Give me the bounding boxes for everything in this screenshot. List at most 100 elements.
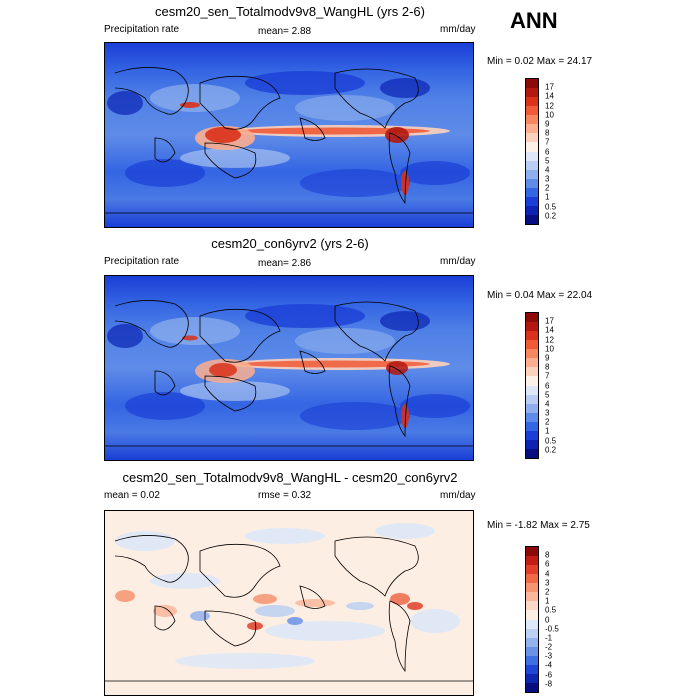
panel-1-tick-label: 17 — [545, 82, 554, 92]
panel-2-colorbar — [525, 312, 539, 459]
panel-3-difference-map — [104, 510, 474, 696]
panel-1-tick-label: 12 — [545, 101, 554, 111]
panel-1-tick-label: 10 — [545, 110, 554, 120]
panel-1-precipitation-map — [104, 42, 474, 228]
panel-3-tick-label: -8 — [545, 679, 553, 689]
colorbar-swatch — [526, 547, 538, 557]
colorbar-swatch — [526, 151, 538, 161]
panel-3-tick-label: -3 — [545, 651, 553, 661]
panel-1-tick-label: 2 — [545, 183, 550, 193]
panel-1-tick-label: 0.5 — [545, 202, 557, 212]
panel-3-colorbar — [525, 546, 539, 693]
colorbar-swatch — [526, 430, 538, 440]
panel-1-tick-label: 8 — [545, 128, 550, 138]
colorbar-swatch — [526, 88, 538, 98]
colorbar-swatch — [526, 673, 538, 683]
colorbar-swatch — [526, 664, 538, 674]
panel-3-tick-label: 8 — [545, 550, 550, 560]
colorbar-swatch — [526, 655, 538, 665]
panel-2-tick-label: 1 — [545, 426, 550, 436]
panel-2-tick-label: 6 — [545, 381, 550, 390]
panel-2-tick-label: 9 — [545, 353, 550, 363]
colorbar-swatch — [526, 313, 538, 323]
colorbar-swatch — [526, 385, 538, 395]
panel-2-tick-label: 14 — [545, 325, 554, 335]
panel-2-tick-label: 12 — [545, 335, 554, 345]
panel-2-tick-label: 0.2 — [545, 445, 557, 455]
colorbar-swatch — [526, 178, 538, 188]
colorbar-swatch — [526, 97, 538, 107]
panel-1-title: cesm20_sen_Totalmodv9v8_WangHL (yrs 2-6) — [155, 4, 425, 19]
panel-2-colorbar-swatches — [526, 313, 538, 458]
panel-3-tick-label: 4 — [545, 569, 550, 579]
panel-3-tick-label: -4 — [545, 660, 553, 670]
panel-3-tick-label: 1 — [545, 596, 550, 606]
panel-2-precipitation-map — [104, 275, 474, 461]
panel-2-tick-label: 8 — [545, 362, 550, 372]
panel-3-rmse-label: rmse = 0.32 — [258, 490, 312, 501]
colorbar-swatch — [526, 403, 538, 413]
panel-3-tick-label: 0 — [545, 615, 550, 624]
colorbar-swatch — [526, 610, 538, 620]
colorbar-swatch — [526, 601, 538, 611]
panel-1-tick-label: 14 — [545, 91, 554, 101]
colorbar-swatch — [526, 583, 538, 593]
colorbar-swatch — [526, 367, 538, 377]
panel-3-tick-label: -2 — [545, 642, 553, 652]
panel-1-colorbar-swatches — [526, 79, 538, 224]
colorbar-swatch — [526, 412, 538, 422]
colorbar-swatch — [526, 214, 538, 224]
panel-1-mean-label: mean= 2.88 — [258, 26, 312, 37]
panel-1-tick-label: 1 — [545, 192, 550, 202]
panel-3-map-graphic — [105, 511, 473, 695]
panel-3-tick-label: 6 — [545, 559, 550, 569]
panel-2-tick-label: 5 — [545, 390, 550, 400]
panel-3-title: cesm20_sen_Totalmodv9v8_WangHL - cesm20_… — [122, 470, 458, 485]
colorbar-swatch — [526, 565, 538, 575]
colorbar-swatch — [526, 106, 538, 116]
colorbar-swatch — [526, 187, 538, 197]
panel-1-map-graphic — [105, 43, 473, 227]
panel-2-map-graphic — [105, 276, 473, 460]
panel-1-units-label: mm/day — [440, 24, 476, 35]
colorbar-swatch — [526, 448, 538, 458]
season-label: ANN — [510, 8, 558, 33]
panel-1-tick-label: 6 — [545, 147, 550, 156]
panel-1-tick-label: 4 — [545, 165, 550, 175]
colorbar-swatch — [526, 619, 538, 629]
colorbar-swatch — [526, 160, 538, 170]
colorbar-swatch — [526, 646, 538, 656]
colorbar-swatch — [526, 322, 538, 332]
panel-2-units-label: mm/day — [440, 256, 476, 267]
panel-1-tick-label: 9 — [545, 119, 550, 129]
panel-1-tick-label: 3 — [545, 174, 550, 184]
panel-3-tick-label: -0.5 — [545, 624, 559, 634]
panel-2-variable-label: Precipitation rate — [104, 256, 180, 267]
colorbar-swatch — [526, 421, 538, 431]
panel-3-tick-label: 2 — [545, 587, 550, 597]
panel-1-tick-label: 5 — [545, 156, 550, 166]
panel-1-colorbar — [525, 78, 539, 225]
panel-3-tick-label: 0.5 — [545, 605, 557, 615]
colorbar-swatch — [526, 133, 538, 143]
colorbar-swatch — [526, 196, 538, 206]
colorbar-swatch — [526, 682, 538, 692]
colorbar-swatch — [526, 556, 538, 566]
panel-3-tick-label: -1 — [545, 633, 553, 643]
colorbar-swatch — [526, 79, 538, 89]
panel-3-tick-label: 3 — [545, 578, 550, 588]
panel-2-tick-label: 0.5 — [545, 436, 557, 446]
panel-3-minmax-label: Min = -1.82 Max = 2.75 — [487, 520, 590, 531]
panel-1-tick-label: 7 — [545, 137, 550, 147]
panel-2-tick-label: 3 — [545, 408, 550, 418]
colorbar-swatch — [526, 394, 538, 404]
colorbar-swatch — [526, 376, 538, 386]
colorbar-swatch — [526, 115, 538, 125]
panel-1-variable-label: Precipitation rate — [104, 24, 180, 35]
panel-1-minmax-label: Min = 0.02 Max = 24.17 — [487, 56, 593, 67]
colorbar-swatch — [526, 340, 538, 350]
colorbar-swatch — [526, 439, 538, 449]
panel-2-minmax-label: Min = 0.04 Max = 22.04 — [487, 290, 593, 301]
colorbar-swatch — [526, 169, 538, 179]
panel-2-tick-label: 10 — [545, 344, 554, 354]
